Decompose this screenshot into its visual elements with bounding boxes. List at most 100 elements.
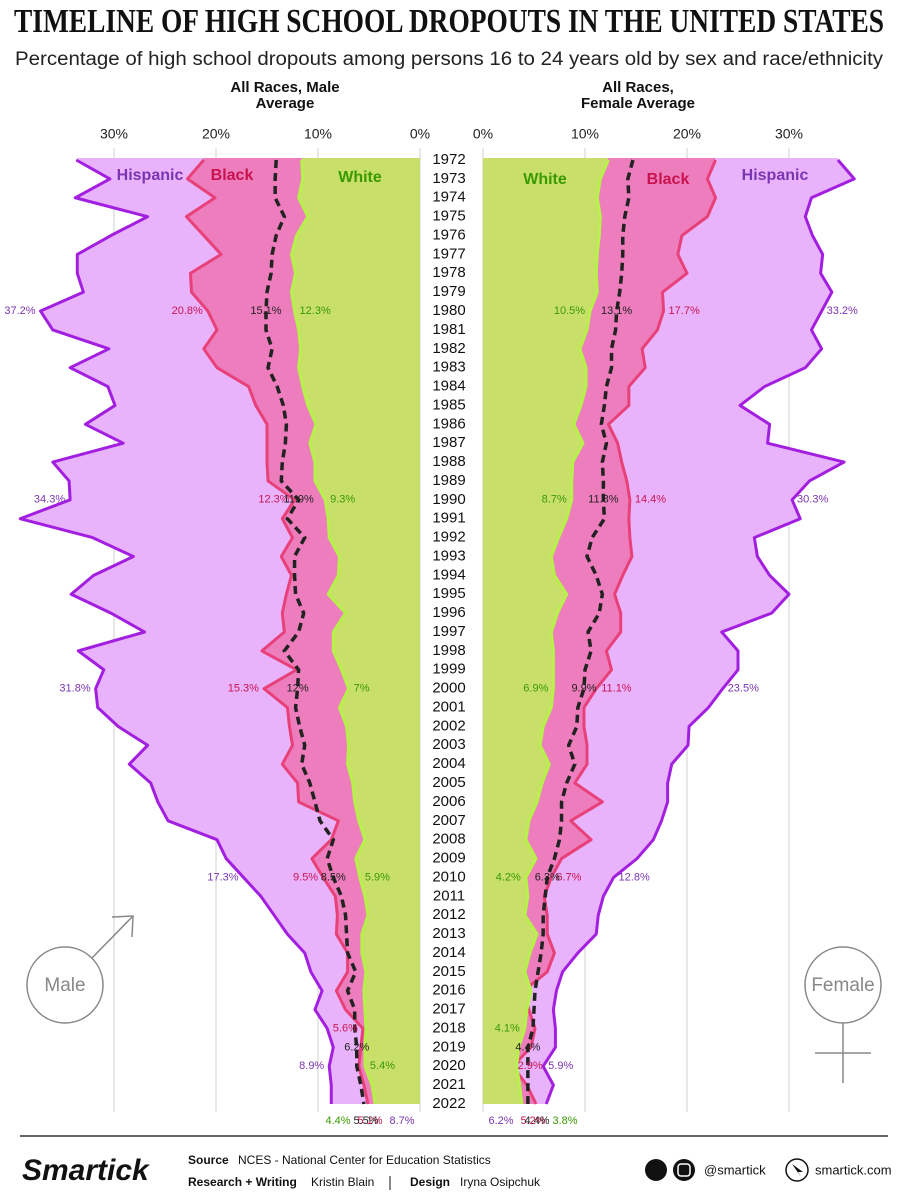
x-tick-label: 10% bbox=[304, 126, 332, 142]
female-symbol bbox=[804, 946, 882, 1083]
value-label: 4.4% bbox=[524, 1115, 549, 1127]
male-symbol bbox=[26, 915, 134, 1024]
year-label: 2002 bbox=[432, 717, 465, 734]
value-label: 5.9% bbox=[365, 871, 390, 883]
value-label: 8.7% bbox=[389, 1115, 414, 1127]
chart-title: TIMELINE OF HIGH SCHOOL DROPOUTS IN THE … bbox=[14, 3, 884, 40]
value-label: 2.9% bbox=[518, 1060, 543, 1072]
value-label: 17.7% bbox=[669, 305, 700, 317]
value-label: 5.6% bbox=[333, 1022, 358, 1034]
value-label: 10.5% bbox=[554, 305, 585, 317]
year-label: 1973 bbox=[432, 170, 465, 187]
value-label: 12% bbox=[287, 683, 309, 695]
value-label: 4.4% bbox=[515, 1041, 540, 1053]
year-label: 2018 bbox=[432, 1019, 465, 1036]
value-label: 8.5% bbox=[321, 871, 346, 883]
year-label: 1983 bbox=[432, 359, 465, 376]
value-label: 6.7% bbox=[556, 871, 581, 883]
research: Kristin Blain bbox=[311, 1175, 374, 1189]
design-label: Design bbox=[410, 1175, 450, 1189]
value-label: 8.7% bbox=[542, 494, 567, 506]
year-label: 1980 bbox=[432, 302, 465, 319]
area-edge bbox=[515, 159, 610, 1105]
series-name: Black bbox=[647, 171, 690, 188]
plot-area bbox=[18, 148, 856, 1112]
year-label: 2022 bbox=[432, 1095, 465, 1112]
year-label: 1976 bbox=[432, 226, 465, 243]
year-label: 1972 bbox=[432, 151, 465, 168]
value-label: 5.4% bbox=[370, 1060, 395, 1072]
chart-subtitle: Percentage of high school dropouts among… bbox=[15, 49, 884, 70]
year-label: 2012 bbox=[432, 906, 465, 923]
year-label: 2006 bbox=[432, 793, 465, 810]
x-tick-label: 0% bbox=[410, 126, 430, 142]
year-label: 2004 bbox=[432, 755, 465, 772]
web-icon[interactable] bbox=[785, 1158, 809, 1182]
year-label: 1984 bbox=[432, 378, 465, 395]
value-label: 15.1% bbox=[250, 305, 281, 317]
year-label: 1977 bbox=[432, 245, 465, 262]
x-tick-label: 0% bbox=[473, 126, 493, 142]
area-edge bbox=[184, 159, 370, 1105]
year-label: 2010 bbox=[432, 868, 465, 885]
year-label: 2013 bbox=[432, 925, 465, 942]
value-label: 7% bbox=[354, 683, 370, 695]
series-name: Hispanic bbox=[742, 167, 809, 184]
value-label: 17.3% bbox=[207, 871, 238, 883]
year-label: 1978 bbox=[432, 264, 465, 281]
value-label: 5.2% bbox=[520, 1115, 545, 1127]
year-label: 1995 bbox=[432, 585, 465, 602]
value-label: 6.3% bbox=[535, 871, 560, 883]
website[interactable]: smartick.com bbox=[815, 1162, 892, 1177]
value-label: 11.8% bbox=[588, 494, 619, 506]
value-label: 5.9% bbox=[548, 1060, 573, 1072]
value-label: 20.8% bbox=[172, 305, 203, 317]
year-label: 1992 bbox=[432, 529, 465, 546]
year-label: 1994 bbox=[432, 566, 465, 583]
male-arrowhead bbox=[111, 915, 134, 938]
value-label: 9.5% bbox=[293, 871, 318, 883]
value-label: 11.1% bbox=[601, 683, 632, 695]
x-tick-label: 20% bbox=[202, 126, 230, 142]
average-name: All Races, Female Average bbox=[581, 79, 695, 112]
design: Iryna Osipchuk bbox=[460, 1175, 541, 1189]
value-label: 11.9% bbox=[283, 494, 314, 506]
research-label: Research + Writing bbox=[188, 1175, 297, 1189]
year-label: 2017 bbox=[432, 1001, 465, 1018]
series-name: White bbox=[523, 171, 567, 188]
average-name: All Races, Male Average bbox=[230, 79, 340, 112]
average-line bbox=[264, 159, 366, 1105]
year-label: 2016 bbox=[432, 982, 465, 999]
series-name: White bbox=[338, 169, 382, 186]
year-label: 1981 bbox=[432, 321, 465, 338]
value-label: 4.1% bbox=[495, 1022, 520, 1034]
year-label: 2007 bbox=[432, 812, 465, 829]
value-label: 4.4% bbox=[325, 1115, 350, 1127]
value-label: 9.3% bbox=[330, 494, 355, 506]
year-label: 2000 bbox=[432, 680, 465, 697]
value-label: 12.8% bbox=[619, 871, 650, 883]
year-label: 2005 bbox=[432, 774, 465, 791]
value-label: 23.5% bbox=[728, 683, 759, 695]
year-label: 2008 bbox=[432, 831, 465, 848]
x-tick-label: 30% bbox=[100, 126, 128, 142]
x-tick-label: 10% bbox=[571, 126, 599, 142]
cursor-glyph bbox=[792, 1164, 803, 1177]
value-label: 34.3% bbox=[34, 494, 65, 506]
year-label: 2009 bbox=[432, 850, 465, 867]
year-label: 1979 bbox=[432, 283, 465, 300]
instagram-icon[interactable] bbox=[673, 1159, 695, 1181]
social[interactable]: @smartick bbox=[704, 1162, 766, 1177]
year-label: 1997 bbox=[432, 623, 465, 640]
year-label: 1982 bbox=[432, 340, 465, 357]
year-label: 2015 bbox=[432, 963, 465, 980]
year-column bbox=[424, 150, 476, 1115]
year-label: 1993 bbox=[432, 547, 465, 564]
year-label: 1988 bbox=[432, 453, 465, 470]
value-label: 9.9% bbox=[571, 683, 596, 695]
year-label: 2019 bbox=[432, 1038, 465, 1055]
year-label: 1987 bbox=[432, 434, 465, 451]
twitter-icon[interactable] bbox=[645, 1159, 667, 1181]
year-label: 1991 bbox=[432, 510, 465, 527]
